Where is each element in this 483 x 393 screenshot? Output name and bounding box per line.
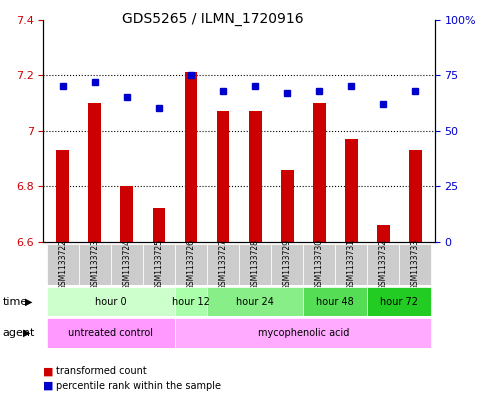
Bar [409, 150, 422, 242]
Bar [47, 318, 175, 348]
Text: mycophenolic acid: mycophenolic acid [257, 328, 349, 338]
Text: ▶: ▶ [25, 297, 33, 307]
Bar [271, 244, 303, 285]
Text: ■: ■ [43, 366, 54, 376]
Bar [47, 244, 79, 285]
Text: hour 48: hour 48 [316, 297, 354, 307]
Text: ▶: ▶ [23, 328, 31, 338]
Bar [175, 287, 207, 316]
Bar [143, 244, 175, 285]
Bar [303, 287, 368, 316]
Text: hour 0: hour 0 [95, 297, 127, 307]
Text: transformed count: transformed count [56, 366, 146, 376]
Bar [335, 244, 368, 285]
Bar [368, 244, 399, 285]
Text: GDS5265 / ILMN_1720916: GDS5265 / ILMN_1720916 [122, 12, 303, 26]
Bar [207, 244, 239, 285]
Text: agent: agent [2, 328, 35, 338]
Text: GSM1133723: GSM1133723 [90, 239, 99, 290]
Bar [175, 318, 431, 348]
Text: percentile rank within the sample: percentile rank within the sample [56, 381, 221, 391]
Text: GSM1133724: GSM1133724 [122, 239, 131, 290]
Bar [313, 103, 326, 242]
Bar [88, 103, 101, 242]
Bar [175, 244, 207, 285]
Text: GSM1133729: GSM1133729 [283, 239, 292, 290]
Text: hour 24: hour 24 [236, 297, 274, 307]
Text: hour 12: hour 12 [172, 297, 210, 307]
Text: GSM1133731: GSM1133731 [347, 239, 356, 290]
Bar [239, 244, 271, 285]
Bar [368, 287, 431, 316]
Bar [79, 244, 111, 285]
Text: time: time [2, 297, 28, 307]
Bar [345, 139, 358, 242]
Text: GSM1133725: GSM1133725 [155, 239, 163, 290]
Text: GSM1133728: GSM1133728 [251, 239, 260, 290]
Bar [207, 287, 303, 316]
Bar [120, 186, 133, 242]
Text: GSM1133730: GSM1133730 [315, 239, 324, 290]
Bar [153, 208, 165, 242]
Bar [303, 244, 335, 285]
Text: GSM1133733: GSM1133733 [411, 239, 420, 290]
Bar [47, 287, 175, 316]
Bar [281, 169, 294, 242]
Text: GSM1133722: GSM1133722 [58, 239, 67, 290]
Bar [399, 244, 431, 285]
Text: ■: ■ [43, 381, 54, 391]
Text: GSM1133726: GSM1133726 [186, 239, 196, 290]
Text: GSM1133732: GSM1133732 [379, 239, 388, 290]
Bar [111, 244, 143, 285]
Bar [249, 111, 261, 242]
Bar [185, 72, 198, 242]
Bar [217, 111, 229, 242]
Bar [377, 225, 390, 242]
Text: untreated control: untreated control [68, 328, 153, 338]
Text: hour 72: hour 72 [381, 297, 418, 307]
Bar [57, 150, 69, 242]
Text: GSM1133727: GSM1133727 [218, 239, 227, 290]
